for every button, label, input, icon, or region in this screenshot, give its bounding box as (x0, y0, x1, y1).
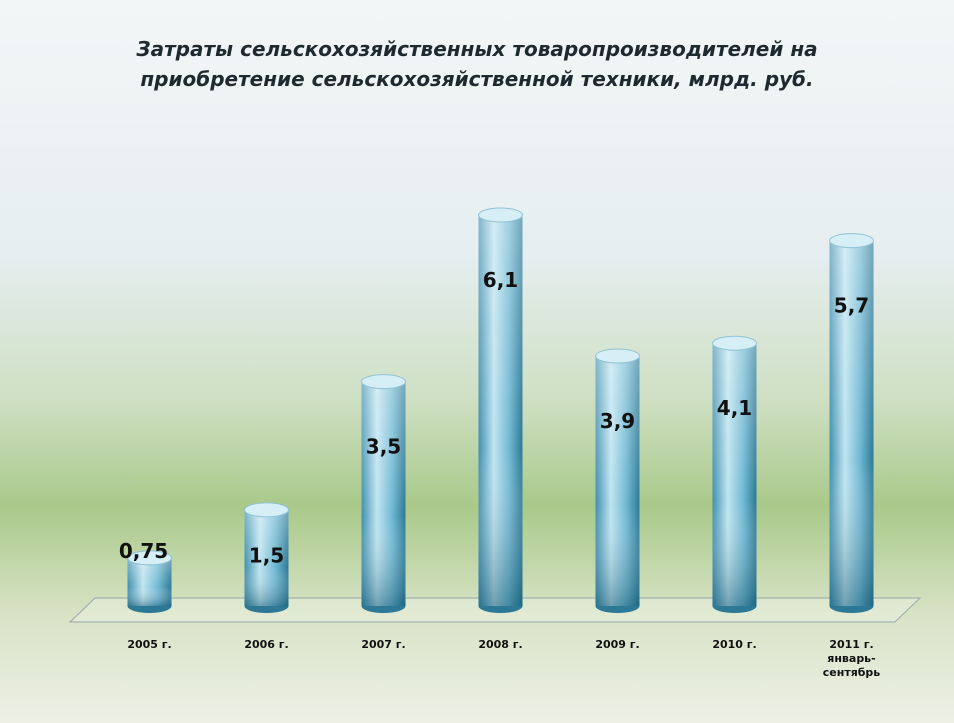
x-tick-label: 2006 г. (219, 638, 315, 652)
value-label: 0,75 (119, 539, 168, 563)
bar-top (830, 234, 874, 248)
x-tick-label: 2010 г. (687, 638, 783, 652)
bar-top (713, 336, 757, 350)
x-tick-label: 2009 г. (570, 638, 666, 652)
value-label: 3,5 (366, 435, 401, 459)
x-tick-label: 2005 г. (102, 638, 198, 652)
bar-top (596, 349, 640, 363)
chart: 0,75 1,5 3,5 6,1 3,9 4,1 5,7 (0, 0, 954, 723)
x-tick-label: 2007 г. (336, 638, 432, 652)
value-label: 3,9 (600, 409, 635, 433)
value-label: 5,7 (834, 294, 869, 318)
value-label: 6,1 (483, 268, 518, 292)
value-label: 1,5 (249, 544, 284, 568)
bar-shade (713, 343, 757, 606)
value-label: 4,1 (717, 396, 752, 420)
bar-shade (362, 382, 406, 606)
slide: Затраты сельскохозяйственных товаропроиз… (0, 0, 954, 723)
bar-top (362, 375, 406, 389)
bar-top (245, 503, 289, 517)
x-tick-label: 2008 г. (453, 638, 549, 652)
x-tick-label: 2011 г. январь-сентябрь (804, 638, 900, 680)
bar-top (479, 208, 523, 222)
bar-shade (596, 356, 640, 606)
